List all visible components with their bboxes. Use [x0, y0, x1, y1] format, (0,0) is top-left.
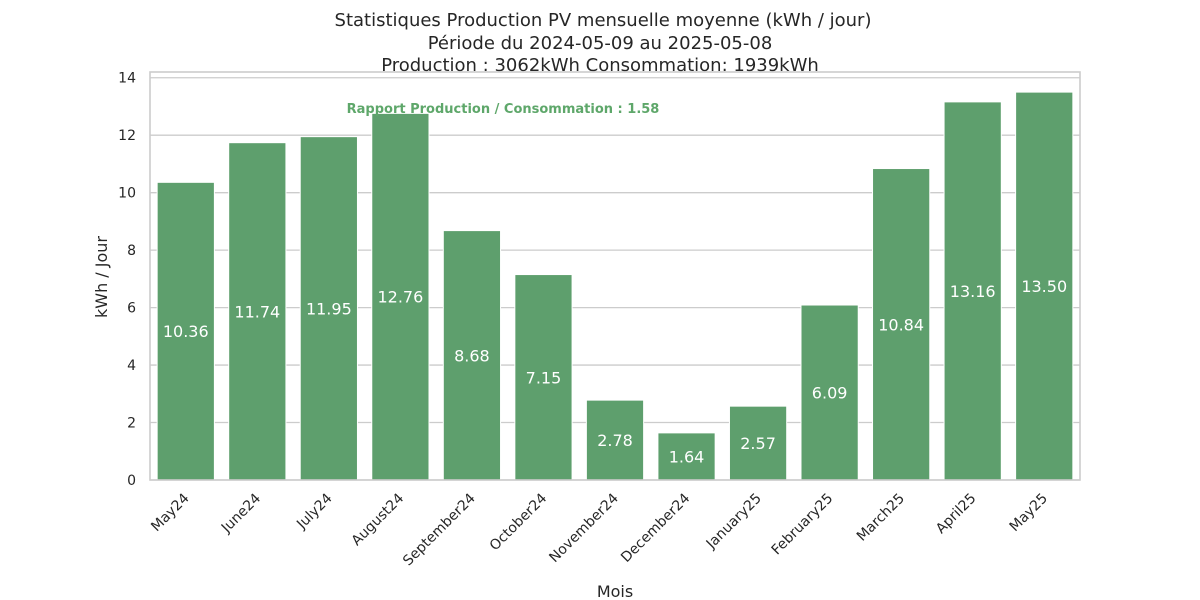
x-tick-label: July24: [293, 490, 335, 532]
bar-value-labels: 10.36 11.74 11.95 12.76 8.68 7.15 2.78 1.64 2.57…: [163, 277, 1067, 466]
ratio-annotation: Rapport Production / Consommation : 1.58: [347, 102, 660, 117]
bar-value-label: 8.68: [454, 346, 490, 365]
x-tick-label: February25: [769, 491, 837, 559]
y-tick-label: 4: [127, 358, 136, 374]
y-tick-label: 0: [127, 473, 136, 489]
y-tick-label: 8: [127, 243, 136, 259]
bar-value-label: 6.09: [812, 384, 848, 403]
bar-November24: [585, 399, 645, 481]
bar-April25: [943, 101, 1002, 481]
bar-September24: [442, 230, 502, 481]
y-tick-label: 6: [127, 301, 136, 317]
x-tick-label: May25: [1007, 491, 1051, 535]
y-axis-ticks: 0 2 4 6 8 10 12 14: [118, 71, 136, 489]
x-tick-label: January25: [703, 491, 765, 553]
bar-value-label: 12.76: [377, 288, 423, 307]
y-tick-label: 2: [127, 416, 136, 432]
x-tick-label: April25: [933, 491, 980, 538]
bar-February25: [800, 304, 859, 481]
x-tick-label: June24: [218, 490, 264, 536]
plot-frame: [149, 71, 1081, 481]
bar-June24: [228, 142, 287, 481]
y-tick-label: 12: [118, 128, 136, 144]
x-tick-label: August24: [349, 490, 408, 549]
bar-May25: [1015, 91, 1074, 481]
chart-title-line-2: Période du 2024-05-09 au 2025-05-08: [428, 33, 773, 54]
bar-March25: [872, 168, 931, 481]
bar-value-label: 11.74: [234, 302, 280, 321]
chart-title-line-1: Statistiques Production PV mensuelle moy…: [335, 10, 872, 31]
y-tick-label: 10: [118, 186, 136, 202]
bar-value-label: 11.95: [306, 299, 352, 318]
x-tick-label: May24: [148, 490, 192, 534]
x-tick-label: March25: [854, 491, 908, 545]
y-tick-label: 14: [118, 71, 136, 87]
chart-title: Statistiques Production PV mensuelle moy…: [335, 10, 872, 76]
bar-August24: [371, 112, 430, 481]
bar-value-label: 13.16: [950, 282, 996, 301]
x-axis-label: Mois: [597, 582, 633, 600]
bar-May24: [156, 181, 215, 481]
bar-value-label: 2.57: [740, 434, 776, 453]
bar-value-label: 7.15: [526, 368, 562, 387]
bar-July24: [299, 136, 358, 481]
bar-October24: [514, 274, 573, 481]
x-tick-label: December24: [618, 490, 693, 565]
bar-value-label: 10.36: [163, 322, 209, 341]
bar-value-label: 2.78: [597, 431, 633, 450]
bar-value-label: 13.50: [1021, 277, 1067, 296]
y-axis-label: kWh / Jour: [92, 236, 111, 318]
x-tick-label: September24: [400, 490, 479, 569]
bar-December24: [657, 432, 716, 481]
bar-value-label: 1.64: [669, 447, 705, 466]
bars: [156, 91, 1074, 481]
x-tick-label: October24: [487, 490, 551, 554]
x-tick-label: November24: [546, 490, 621, 565]
bar-value-label: 10.84: [878, 315, 924, 334]
chart-title-line-3: Production : 3062kWh Consommation: 1939k…: [381, 55, 819, 76]
